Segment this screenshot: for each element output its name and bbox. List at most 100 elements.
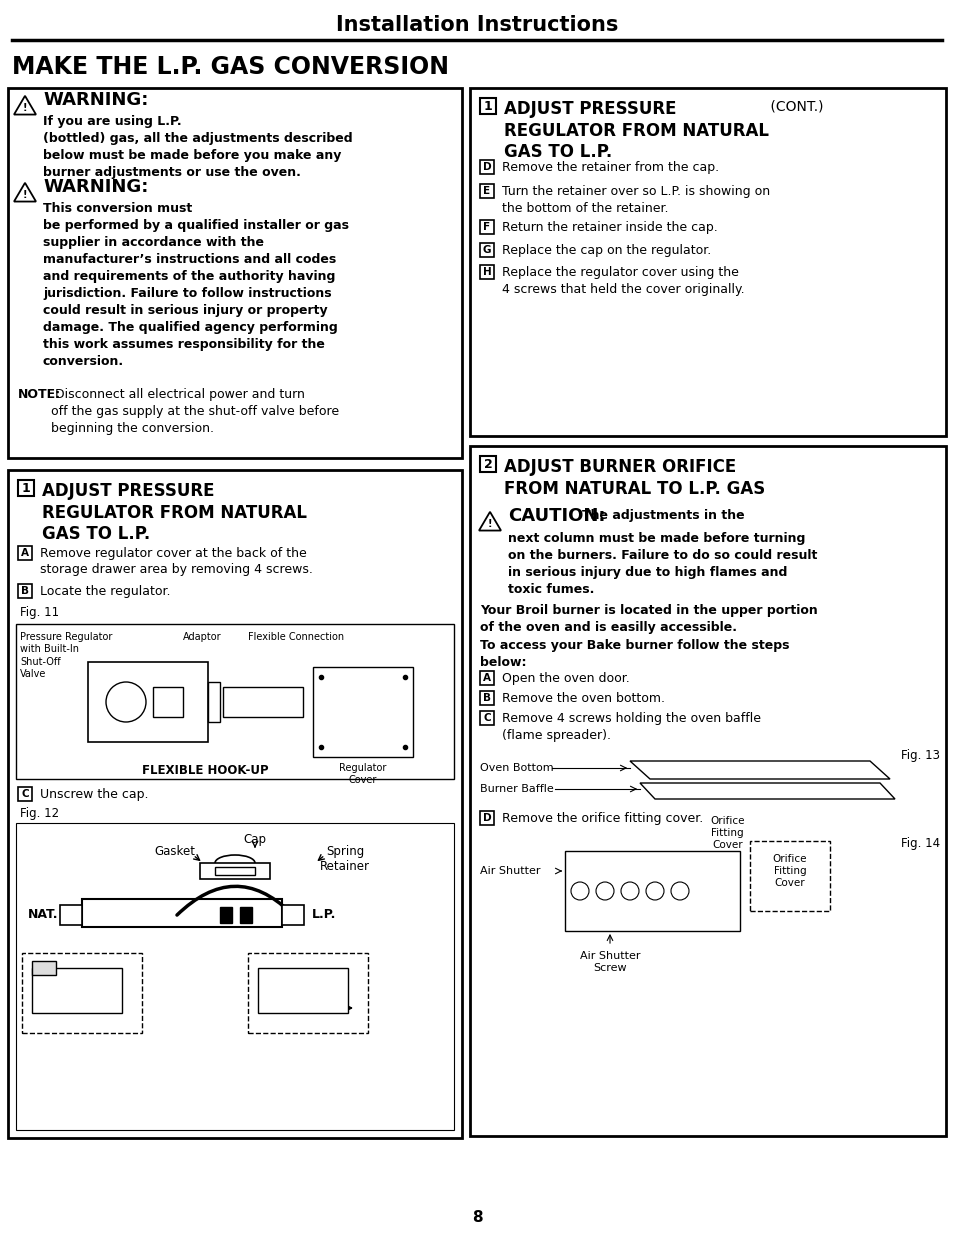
Text: Fig. 11: Fig. 11 bbox=[20, 606, 59, 619]
Bar bbox=[248, 953, 368, 1032]
Text: Air Shutter
Screw: Air Shutter Screw bbox=[579, 951, 639, 973]
Text: !: ! bbox=[23, 104, 28, 114]
Text: Fig. 12: Fig. 12 bbox=[20, 806, 59, 820]
Text: Oven Bottom: Oven Bottom bbox=[479, 763, 553, 773]
Bar bbox=[88, 662, 208, 742]
Text: Open the oven door.: Open the oven door. bbox=[501, 672, 629, 685]
Text: 8: 8 bbox=[471, 1210, 482, 1225]
Text: G: G bbox=[482, 245, 491, 254]
Polygon shape bbox=[629, 761, 889, 779]
Bar bbox=[152, 687, 183, 718]
Text: Cap: Cap bbox=[243, 832, 266, 846]
Polygon shape bbox=[14, 183, 36, 201]
Bar bbox=[749, 841, 829, 911]
Bar bbox=[313, 667, 413, 757]
Bar bbox=[479, 711, 494, 725]
Bar bbox=[479, 98, 496, 114]
Polygon shape bbox=[564, 851, 740, 931]
Text: 1: 1 bbox=[22, 482, 30, 494]
Bar bbox=[32, 961, 56, 974]
Text: Turn the retainer over so L.P. is showing on
the bottom of the retainer.: Turn the retainer over so L.P. is showin… bbox=[501, 185, 769, 215]
Text: Fig. 14: Fig. 14 bbox=[900, 837, 939, 850]
Text: Unscrew the cap.: Unscrew the cap. bbox=[40, 788, 149, 802]
Text: C: C bbox=[482, 713, 490, 722]
Text: NAT.: NAT. bbox=[28, 909, 58, 921]
Circle shape bbox=[596, 882, 614, 900]
Text: F: F bbox=[483, 222, 490, 232]
Text: B: B bbox=[21, 585, 29, 597]
Bar bbox=[208, 682, 220, 722]
Text: Spring
Retainer: Spring Retainer bbox=[319, 845, 370, 873]
Text: next column must be made before turning
on the burners. Failure to do so could r: next column must be made before turning … bbox=[507, 532, 817, 597]
Polygon shape bbox=[639, 783, 894, 799]
Bar bbox=[479, 811, 494, 825]
Bar bbox=[200, 863, 270, 879]
Text: B: B bbox=[482, 693, 491, 703]
Bar bbox=[8, 471, 461, 1137]
Text: D: D bbox=[482, 813, 491, 823]
Text: NOTE:: NOTE: bbox=[18, 388, 61, 401]
Text: A: A bbox=[21, 548, 29, 558]
Bar bbox=[240, 906, 252, 923]
Text: (CONT.): (CONT.) bbox=[765, 100, 822, 114]
Text: Installation Instructions: Installation Instructions bbox=[335, 15, 618, 35]
Circle shape bbox=[571, 882, 588, 900]
Bar bbox=[32, 968, 122, 1013]
Bar bbox=[16, 823, 454, 1130]
Text: 1: 1 bbox=[483, 100, 492, 112]
Bar bbox=[479, 161, 494, 174]
Text: Replace the regulator cover using the
4 screws that held the cover originally.: Replace the regulator cover using the 4 … bbox=[501, 266, 744, 295]
Text: Regulator
Cover: Regulator Cover bbox=[339, 763, 386, 784]
Text: H: H bbox=[482, 267, 491, 277]
Text: Adaptor: Adaptor bbox=[183, 632, 221, 642]
Bar bbox=[257, 968, 348, 1013]
Text: Air Shutter: Air Shutter bbox=[479, 866, 540, 876]
Text: E: E bbox=[483, 186, 490, 196]
Text: Disconnect all electrical power and turn
off the gas supply at the shut-off valv: Disconnect all electrical power and turn… bbox=[51, 388, 338, 435]
Text: D: D bbox=[482, 162, 491, 172]
Text: ADJUST PRESSURE
REGULATOR FROM NATURAL
GAS TO L.P.: ADJUST PRESSURE REGULATOR FROM NATURAL G… bbox=[42, 482, 307, 543]
Text: 2: 2 bbox=[483, 457, 492, 471]
Polygon shape bbox=[14, 96, 36, 115]
Text: !: ! bbox=[487, 520, 492, 530]
Circle shape bbox=[670, 882, 688, 900]
Text: L.P.: L.P. bbox=[312, 909, 336, 921]
Text: Remove 4 screws holding the oven baffle
(flame spreader).: Remove 4 screws holding the oven baffle … bbox=[501, 713, 760, 741]
Bar bbox=[18, 480, 34, 496]
Bar bbox=[18, 546, 32, 559]
Bar bbox=[479, 243, 494, 257]
Text: The adjustments in the: The adjustments in the bbox=[581, 510, 744, 522]
Bar bbox=[8, 88, 461, 458]
Bar bbox=[479, 671, 494, 685]
Circle shape bbox=[620, 882, 639, 900]
Bar bbox=[470, 446, 945, 1136]
Bar bbox=[479, 266, 494, 279]
Bar bbox=[479, 220, 494, 233]
Text: Fig. 13: Fig. 13 bbox=[900, 748, 939, 762]
Bar bbox=[479, 692, 494, 705]
Text: C: C bbox=[21, 789, 29, 799]
Text: Remove the retainer from the cap.: Remove the retainer from the cap. bbox=[501, 161, 719, 174]
Text: Orifice
Fitting
Cover: Orifice Fitting Cover bbox=[710, 816, 744, 850]
Text: Pressure Regulator
with Built-In
Shut-Off
Valve: Pressure Regulator with Built-In Shut-Of… bbox=[20, 632, 112, 679]
Text: ADJUST PRESSURE
REGULATOR FROM NATURAL
GAS TO L.P.: ADJUST PRESSURE REGULATOR FROM NATURAL G… bbox=[503, 100, 768, 161]
Text: Return the retainer inside the cap.: Return the retainer inside the cap. bbox=[501, 221, 717, 233]
Bar bbox=[18, 584, 32, 598]
Text: Remove the orifice fitting cover.: Remove the orifice fitting cover. bbox=[501, 811, 702, 825]
Text: To access your Bake burner follow the steps
below:: To access your Bake burner follow the st… bbox=[479, 638, 789, 669]
Bar bbox=[60, 905, 82, 925]
Bar bbox=[479, 184, 494, 198]
Text: Your Broil burner is located in the upper portion
of the oven and is easilly acc: Your Broil burner is located in the uppe… bbox=[479, 604, 817, 634]
Bar bbox=[479, 456, 496, 472]
Text: Burner Baffle: Burner Baffle bbox=[479, 784, 553, 794]
Bar bbox=[470, 88, 945, 436]
Text: Remove the oven bottom.: Remove the oven bottom. bbox=[501, 692, 664, 705]
Text: This conversion must
be performed by a qualified installer or gas
supplier in ac: This conversion must be performed by a q… bbox=[43, 203, 349, 368]
Bar bbox=[22, 953, 142, 1032]
Circle shape bbox=[106, 682, 146, 722]
Text: MAKE THE L.P. GAS CONVERSION: MAKE THE L.P. GAS CONVERSION bbox=[12, 56, 449, 79]
Bar bbox=[214, 867, 254, 876]
Polygon shape bbox=[478, 511, 500, 531]
Circle shape bbox=[645, 882, 663, 900]
Text: Flexible Connection: Flexible Connection bbox=[248, 632, 344, 642]
